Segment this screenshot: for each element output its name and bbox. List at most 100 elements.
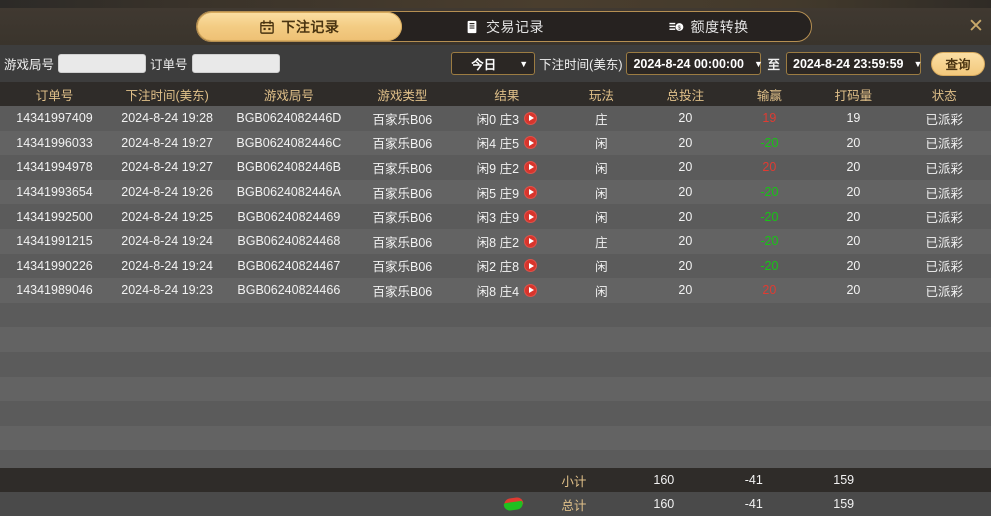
cell-bet_time: 2024-8-24 19:28 xyxy=(121,111,213,126)
date-to-select[interactable]: 2024-8-24 23:59:59 ▼ xyxy=(786,52,922,75)
table-row-empty xyxy=(0,351,991,377)
table-row[interactable]: 14341994978 2024-8-24 19:27 BGB0624082446B… xyxy=(0,155,991,180)
table-row[interactable]: 14341997409 2024-8-24 19:28 BGB0624082446D… xyxy=(0,106,991,131)
cell-bet_time: 2024-8-24 19:24 xyxy=(121,258,213,273)
cell-total_bet: 20 xyxy=(678,185,693,200)
cell-play: 闲 xyxy=(595,161,608,176)
total-label: 总计 xyxy=(561,498,587,513)
table-row-empty xyxy=(0,327,991,352)
query-button[interactable]: 查询 xyxy=(931,51,985,76)
cell-status: 已派彩 xyxy=(925,284,963,299)
window-top-strip xyxy=(0,0,991,8)
table-row-empty xyxy=(0,425,991,451)
cell-result: 闲4 庄5 xyxy=(452,133,561,152)
play-replay-icon[interactable] xyxy=(524,185,538,199)
filter-bar: 游戏局号 订单号 今日 ▼ 下注时间(美东) 2024-8-24 00:00:0… xyxy=(0,45,991,82)
cell-play: 庄 xyxy=(595,112,608,127)
cell-order_no: 14341997409 xyxy=(16,111,93,126)
cell-status: 已派彩 xyxy=(925,235,963,250)
cell-game_round: BGB0624082446B xyxy=(236,160,341,175)
subtotal-win-loss: -41 xyxy=(744,473,763,487)
tab-label: 交易记录 xyxy=(486,18,544,35)
result-text: 闲9 庄2 xyxy=(476,161,520,176)
column-header-bet_time[interactable]: 下注时间(美东) xyxy=(125,88,209,103)
column-header-win_loss[interactable]: 输赢 xyxy=(756,88,782,103)
order-no-input[interactable] xyxy=(191,54,280,73)
table-footer: 小计 160 -41 159 总计 160 -41 159 xyxy=(0,468,991,516)
cell-turnover: 20 xyxy=(846,185,861,200)
column-header-order_no[interactable]: 订单号 xyxy=(35,88,74,103)
cell-order_no: 14341993654 xyxy=(16,185,93,200)
cell-play: 闲 xyxy=(595,260,608,275)
cell-game_round: BGB0624082446D xyxy=(236,111,342,126)
play-replay-icon[interactable] xyxy=(524,160,538,174)
table-row[interactable]: 14341993654 2024-8-24 19:26 BGB0624082446A… xyxy=(0,179,991,205)
cell-bet_time: 2024-8-24 19:24 xyxy=(121,234,213,249)
date-from-select[interactable]: 2024-8-24 00:00:00 ▼ xyxy=(626,52,763,75)
tab-bar: 下注记录 交易记录 $ 额度转换 xyxy=(196,11,812,42)
cell-turnover: 20 xyxy=(846,258,861,273)
table-row[interactable]: 14341996033 2024-8-24 19:27 BGB0624082446C… xyxy=(0,130,991,156)
cell-turnover: 20 xyxy=(846,209,861,224)
cell-win_loss: -20 xyxy=(760,135,779,150)
table-row[interactable]: 14341992500 2024-8-24 19:25 BGB06240824469… xyxy=(0,204,991,229)
svg-text:$: $ xyxy=(677,25,681,31)
play-replay-icon[interactable] xyxy=(524,136,538,150)
total-turnover: 159 xyxy=(833,497,855,511)
result-text: 闲0 庄3 xyxy=(476,112,520,127)
bet-time-label: 下注时间(美东) xyxy=(539,58,623,72)
cell-bet_time: 2024-8-24 19:27 xyxy=(121,135,213,150)
total-spacer xyxy=(0,496,531,511)
cell-play: 闲 xyxy=(595,186,608,201)
table-row[interactable]: 14341991215 2024-8-24 19:24 BGB06240824468… xyxy=(0,228,991,254)
cell-win_loss: 20 xyxy=(762,283,777,298)
result-text: 闲5 庄9 xyxy=(476,186,520,201)
cell-status: 已派彩 xyxy=(925,211,963,226)
cell-bet_time: 2024-8-24 19:23 xyxy=(121,283,213,298)
cell-status: 已派彩 xyxy=(925,260,963,275)
cell-total_bet: 20 xyxy=(678,135,693,150)
tab-label: 下注记录 xyxy=(281,18,340,35)
chevron-down-icon: ▼ xyxy=(753,58,763,69)
tab-credit-transfer[interactable]: $ 额度转换 xyxy=(606,12,811,41)
play-replay-icon[interactable] xyxy=(524,234,538,248)
date-range-preset-select[interactable]: 今日 ▼ xyxy=(451,52,536,75)
column-header-total_bet[interactable]: 总投注 xyxy=(666,88,705,103)
column-header-status[interactable]: 状态 xyxy=(931,88,957,103)
cell-game_type: 百家乐B06 xyxy=(372,112,433,127)
table-row[interactable]: 14341990226 2024-8-24 19:24 BGB06240824467… xyxy=(0,253,991,279)
column-header-play[interactable]: 玩法 xyxy=(588,88,614,103)
subtotal-total-bet: 160 xyxy=(653,473,675,487)
play-replay-icon[interactable] xyxy=(524,111,538,125)
column-header-turnover[interactable]: 打码量 xyxy=(834,88,873,103)
cell-result: 闲0 庄3 xyxy=(452,109,561,128)
cell-order_no: 14341989046 xyxy=(16,283,93,298)
play-replay-icon[interactable] xyxy=(524,259,538,273)
table-row-empty xyxy=(0,401,991,426)
cell-order_no: 14341996033 xyxy=(16,135,93,150)
date-range-preset-value: 今日 xyxy=(471,58,497,72)
column-header-result[interactable]: 结果 xyxy=(494,88,520,103)
column-header-game_round[interactable]: 游戏局号 xyxy=(263,88,314,103)
cell-play: 闲 xyxy=(595,211,608,226)
tab-transaction-records[interactable]: 交易记录 xyxy=(402,12,607,41)
date-to-value: 2024-8-24 23:59:59 xyxy=(793,56,904,71)
play-replay-icon[interactable] xyxy=(524,210,538,224)
cell-game_round: BGB0624082446A xyxy=(236,185,341,200)
tab-bet-records[interactable]: 下注记录 xyxy=(197,12,402,41)
cell-turnover: 19 xyxy=(846,111,861,126)
cell-win_loss: -20 xyxy=(760,258,779,273)
game-round-input[interactable] xyxy=(58,54,147,73)
table-row-empty xyxy=(0,376,991,402)
total-win-loss: -41 xyxy=(744,497,763,511)
column-header-game_type[interactable]: 游戏类型 xyxy=(377,88,428,103)
cell-result: 闲3 庄9 xyxy=(452,207,561,226)
cell-turnover: 20 xyxy=(846,283,861,298)
close-icon[interactable]: ✕ xyxy=(968,15,984,37)
table-row[interactable]: 14341989046 2024-8-24 19:23 BGB06240824466… xyxy=(0,278,991,303)
cell-game_type: 百家乐B06 xyxy=(372,137,433,152)
cell-total_bet: 20 xyxy=(678,160,693,175)
cell-status: 已派彩 xyxy=(925,161,963,176)
date-range-to-label: 至 xyxy=(767,58,780,72)
play-replay-icon[interactable] xyxy=(524,283,538,297)
